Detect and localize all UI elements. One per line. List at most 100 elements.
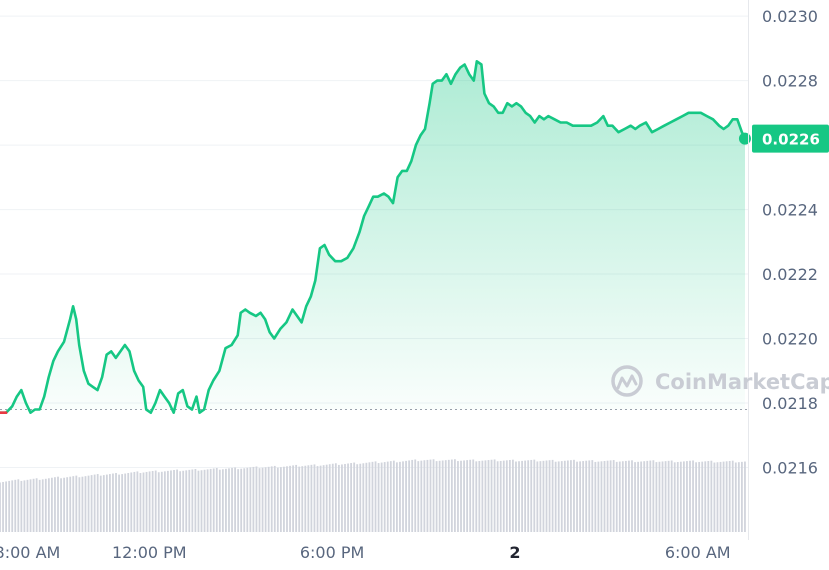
volume-bar	[41, 479, 44, 532]
volume-bar	[20, 480, 23, 532]
volume-bar	[279, 467, 282, 532]
current-price-dot	[738, 132, 751, 145]
volume-bar	[337, 464, 340, 532]
volume-bar	[441, 460, 444, 532]
volume-bar	[524, 460, 527, 532]
volume-bar	[87, 475, 90, 532]
volume-bar	[197, 470, 200, 532]
volume-bar	[142, 472, 145, 532]
watermark: CoinMarketCap	[611, 365, 829, 397]
volume-bar	[628, 460, 630, 532]
volume-bar	[472, 459, 475, 532]
volume-bar	[695, 462, 698, 532]
volume-bar	[508, 460, 511, 532]
volume-bar	[313, 464, 316, 532]
volume-bar	[670, 460, 673, 532]
volume-bar	[725, 461, 728, 532]
volume-bar	[405, 460, 407, 532]
volume-bar	[600, 461, 603, 532]
volume-bar	[542, 460, 545, 532]
volume-bar	[661, 461, 664, 532]
volume-bar	[255, 466, 258, 532]
volume-bar	[44, 478, 47, 532]
volume-bar	[676, 462, 679, 532]
volume-bar	[527, 460, 530, 532]
volume-bar	[151, 470, 154, 532]
volume-bar	[57, 476, 59, 532]
volume-bar	[60, 478, 62, 532]
volume-bar	[374, 461, 377, 532]
volume-bar	[328, 464, 331, 532]
volume-bar	[118, 474, 120, 532]
volume-bar	[741, 461, 743, 532]
volume-bar	[744, 461, 746, 532]
volume-bars	[0, 459, 746, 532]
volume-bar	[191, 469, 194, 532]
volume-bar	[457, 461, 459, 532]
volume-bar	[621, 461, 624, 532]
current-price-tag: 0.0226	[752, 124, 829, 153]
volume-bar	[402, 461, 404, 532]
volume-bar	[246, 467, 249, 532]
volume-bar	[322, 465, 325, 532]
volume-bar	[167, 470, 169, 532]
volume-bar	[499, 460, 502, 532]
volume-bar	[686, 461, 688, 532]
watermark-text: CoinMarketCap	[655, 370, 829, 394]
volume-bar	[203, 469, 206, 532]
volume-bar	[371, 461, 374, 532]
volume-bar	[420, 460, 423, 532]
volume-bar	[72, 476, 75, 532]
volume-bar	[63, 477, 66, 532]
volume-bar	[609, 460, 612, 532]
volume-bar	[728, 460, 731, 532]
volume-bar	[127, 473, 130, 532]
volume-bar	[673, 462, 676, 532]
volume-bar	[634, 462, 636, 532]
volume-bar	[225, 468, 227, 532]
volume-bar	[392, 460, 395, 532]
volume-bar	[286, 466, 288, 532]
volume-bar	[570, 460, 572, 532]
volume-bar	[566, 460, 569, 532]
volume-bar	[90, 475, 93, 532]
volume-bar	[649, 460, 652, 532]
volume-bar	[518, 461, 520, 532]
volume-bar	[243, 468, 246, 532]
volume-bar	[585, 460, 588, 532]
volume-bar	[51, 477, 53, 532]
volume-bar	[438, 460, 441, 532]
volume-bar	[185, 470, 188, 532]
volume-bar	[612, 460, 615, 532]
volume-bar	[81, 476, 84, 532]
volume-bar	[643, 461, 646, 532]
volume-bar	[426, 459, 429, 532]
volume-bar	[139, 473, 142, 532]
volume-bar	[557, 461, 560, 532]
volume-bar	[389, 461, 392, 532]
volume-bar	[173, 469, 175, 532]
volume-bar	[115, 472, 117, 532]
volume-bar	[301, 466, 304, 532]
volume-bar	[591, 460, 594, 532]
volume-bar	[14, 479, 17, 532]
volume-bar	[435, 461, 438, 532]
volume-bar	[515, 461, 517, 532]
volume-bar	[5, 481, 8, 532]
volume-bar	[283, 466, 285, 532]
volume-bar	[368, 462, 371, 532]
x-axis-ticks: 8:00 AM 12:00 PM 6:00 PM 2 6:00 AM	[0, 543, 731, 562]
volume-bar	[698, 461, 701, 532]
volume-bar	[69, 476, 72, 532]
y-tick-label: 0.0222	[762, 265, 818, 284]
volume-bar	[237, 469, 240, 532]
volume-bar	[454, 459, 456, 532]
volume-bar	[38, 479, 41, 532]
volume-bar	[548, 460, 551, 532]
volume-bar	[710, 460, 713, 532]
volume-bar	[350, 463, 353, 532]
volume-bar	[460, 460, 462, 532]
volume-bar	[331, 463, 334, 532]
volume-bar	[667, 460, 670, 532]
